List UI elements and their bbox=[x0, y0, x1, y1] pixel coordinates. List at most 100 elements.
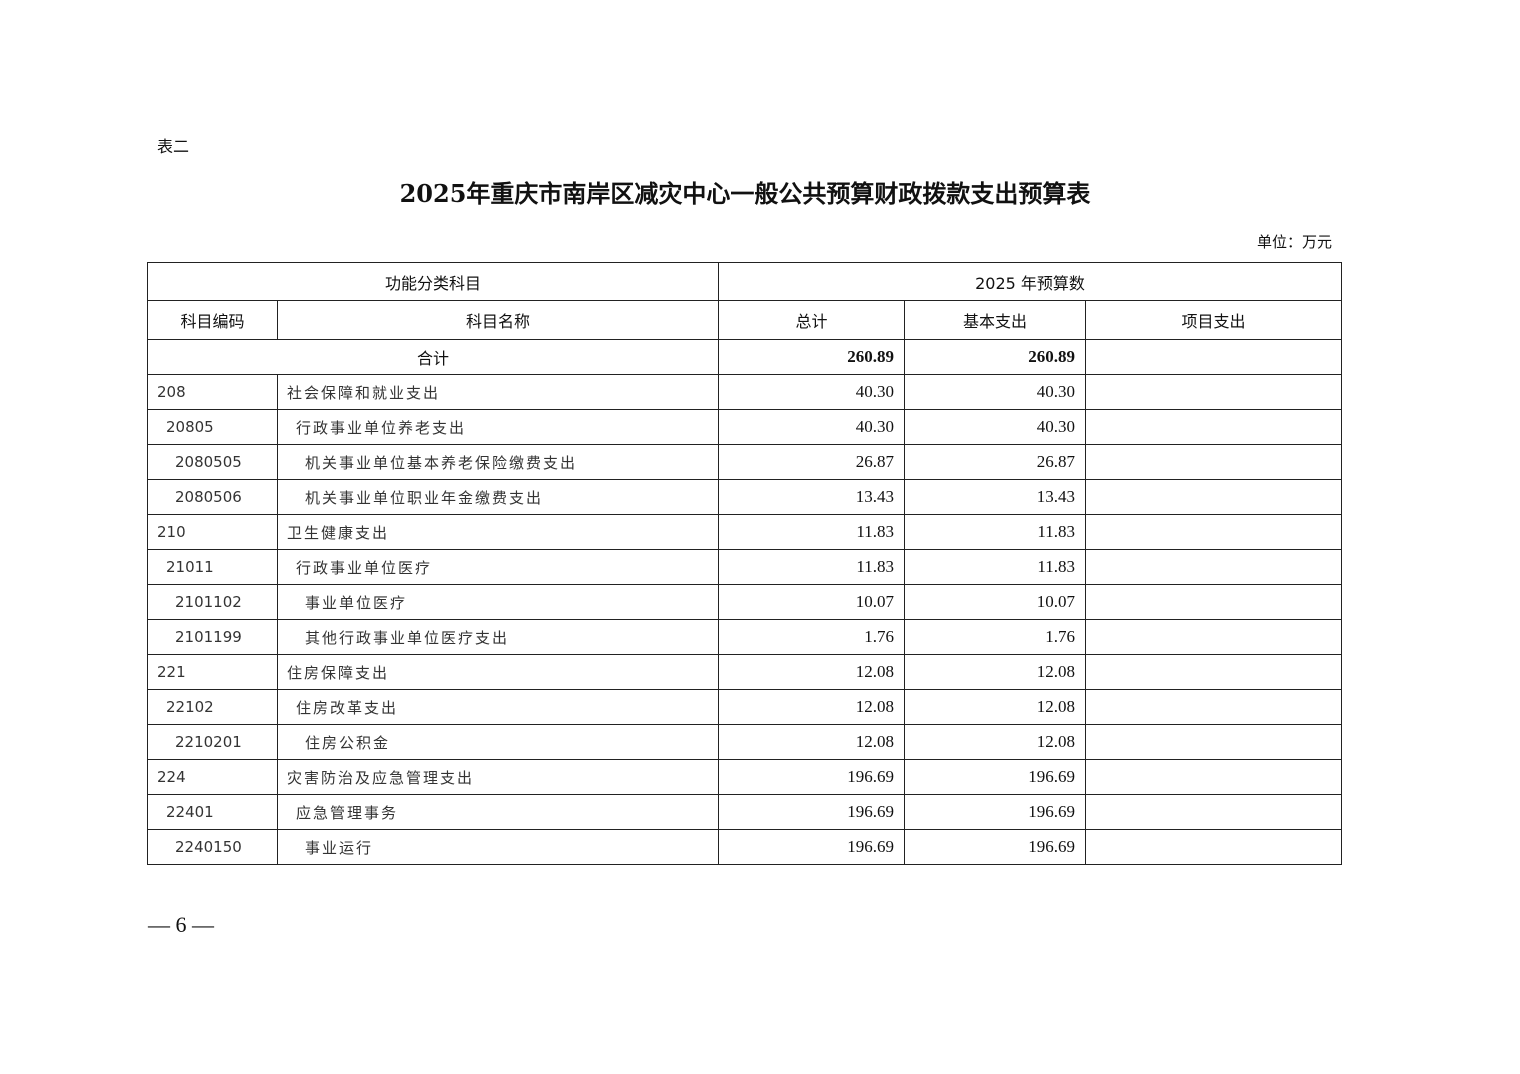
header-total: 总计 bbox=[718, 300, 906, 340]
row-code: 22102 bbox=[147, 689, 278, 725]
row-code: 22401 bbox=[147, 794, 278, 830]
row-basic: 12.08 bbox=[904, 724, 1087, 760]
row-name: 机关事业单位职业年金缴费支出 bbox=[276, 479, 720, 515]
row-project bbox=[1085, 654, 1343, 690]
row-project bbox=[1085, 724, 1343, 760]
header-basic: 基本支出 bbox=[904, 300, 1087, 340]
row-project bbox=[1085, 619, 1343, 655]
row-total: 10.07 bbox=[718, 584, 906, 620]
row-basic: 11.83 bbox=[904, 514, 1087, 550]
row-code: 2210201 bbox=[147, 724, 278, 760]
row-project bbox=[1085, 374, 1343, 410]
row-code: 2240150 bbox=[147, 829, 278, 865]
row-total: 13.43 bbox=[718, 479, 906, 515]
table-row: 2080506 机关事业单位职业年金缴费支出 13.43 13.43 bbox=[147, 479, 1343, 515]
header-code: 科目编码 bbox=[147, 300, 278, 340]
table-row: 22401 应急管理事务 196.69 196.69 bbox=[147, 794, 1343, 830]
row-name: 事业运行 bbox=[276, 829, 720, 865]
row-code: 20805 bbox=[147, 409, 278, 445]
page-number: — 6 — bbox=[148, 912, 214, 937]
row-basic: 196.69 bbox=[904, 794, 1087, 830]
row-project bbox=[1085, 759, 1343, 795]
row-code: 2101102 bbox=[147, 584, 278, 620]
row-project bbox=[1085, 549, 1343, 585]
row-basic: 12.08 bbox=[904, 654, 1087, 690]
row-total: 11.83 bbox=[718, 549, 906, 585]
header-budget-2025: 2025 年预算数 bbox=[718, 262, 1343, 301]
table-label: 表二 bbox=[157, 137, 190, 156]
row-total: 12.08 bbox=[718, 654, 906, 690]
row-name: 事业单位医疗 bbox=[276, 584, 720, 620]
row-code: 2080506 bbox=[147, 479, 278, 515]
row-basic: 196.69 bbox=[904, 829, 1087, 865]
page-title: 2025年重庆市南岸区减灾中心一般公共预算财政拨款支出预算表 bbox=[399, 179, 1091, 208]
table-row: 221 住房保障支出 12.08 12.08 bbox=[147, 654, 1343, 690]
row-total: 196.69 bbox=[718, 829, 906, 865]
row-project bbox=[1085, 794, 1343, 830]
row-basic: 10.07 bbox=[904, 584, 1087, 620]
table-row: 2101102 事业单位医疗 10.07 10.07 bbox=[147, 584, 1343, 620]
table-row: 2240150 事业运行 196.69 196.69 bbox=[147, 829, 1343, 865]
row-code: 221 bbox=[147, 654, 278, 690]
table-row: 20805 行政事业单位养老支出 40.30 40.30 bbox=[147, 409, 1343, 445]
total-label: 合计 bbox=[146, 339, 720, 375]
row-total: 1.76 bbox=[718, 619, 906, 655]
budget-table: 功能分类科目 2025 年预算数 科目编码 科目名称 总计 基本支出 项目支出 … bbox=[146, 262, 1343, 865]
row-basic: 26.87 bbox=[904, 444, 1087, 480]
table-row: 2101199 其他行政事业单位医疗支出 1.76 1.76 bbox=[147, 619, 1343, 655]
total-basic: 260.89 bbox=[904, 339, 1087, 375]
row-name: 应急管理事务 bbox=[276, 794, 720, 830]
row-project bbox=[1085, 444, 1343, 480]
table-row: 210 卫生健康支出 11.83 11.83 bbox=[147, 514, 1343, 550]
unit-label: 单位：万元 bbox=[1256, 233, 1332, 251]
table-row: 21011 行政事业单位医疗 11.83 11.83 bbox=[147, 549, 1343, 585]
row-name: 其他行政事业单位医疗支出 bbox=[276, 619, 720, 655]
row-code: 2080505 bbox=[147, 444, 278, 480]
row-name: 卫生健康支出 bbox=[276, 514, 720, 550]
row-project bbox=[1085, 409, 1343, 445]
row-total: 40.30 bbox=[718, 374, 906, 410]
header-group-row: 功能分类科目 2025 年预算数 bbox=[146, 262, 1343, 301]
row-code: 224 bbox=[147, 759, 278, 795]
row-total: 12.08 bbox=[718, 689, 906, 725]
row-name: 住房公积金 bbox=[276, 724, 720, 760]
table-row: 2210201 住房公积金 12.08 12.08 bbox=[147, 724, 1343, 760]
row-basic: 13.43 bbox=[904, 479, 1087, 515]
row-basic: 40.30 bbox=[904, 374, 1087, 410]
row-name: 住房保障支出 bbox=[276, 654, 720, 690]
row-code: 2101199 bbox=[147, 619, 278, 655]
row-total: 12.08 bbox=[718, 724, 906, 760]
row-basic: 40.30 bbox=[904, 409, 1087, 445]
table-row: 22102 住房改革支出 12.08 12.08 bbox=[147, 689, 1343, 725]
row-name: 灾害防治及应急管理支出 bbox=[276, 759, 720, 795]
row-name: 行政事业单位养老支出 bbox=[276, 409, 720, 445]
row-project bbox=[1085, 584, 1343, 620]
header-function-category: 功能分类科目 bbox=[146, 262, 720, 301]
row-basic: 196.69 bbox=[904, 759, 1087, 795]
row-basic: 12.08 bbox=[904, 689, 1087, 725]
header-name: 科目名称 bbox=[276, 300, 720, 340]
row-project bbox=[1085, 829, 1343, 865]
header-project: 项目支出 bbox=[1085, 300, 1343, 340]
row-code: 21011 bbox=[147, 549, 278, 585]
row-basic: 1.76 bbox=[904, 619, 1087, 655]
row-project bbox=[1085, 514, 1343, 550]
row-total: 11.83 bbox=[718, 514, 906, 550]
row-basic: 11.83 bbox=[904, 549, 1087, 585]
row-code: 210 bbox=[147, 514, 278, 550]
table-row: 224 灾害防治及应急管理支出 196.69 196.69 bbox=[147, 759, 1343, 795]
row-name: 住房改革支出 bbox=[276, 689, 720, 725]
row-code: 208 bbox=[147, 374, 278, 410]
row-name: 社会保障和就业支出 bbox=[276, 374, 720, 410]
table-row: 208 社会保障和就业支出 40.30 40.30 bbox=[147, 374, 1343, 410]
row-name: 行政事业单位医疗 bbox=[276, 549, 720, 585]
total-row: 合计 260.89 260.89 bbox=[146, 339, 1343, 375]
header-row: 科目编码 科目名称 总计 基本支出 项目支出 bbox=[147, 300, 1343, 340]
total-project bbox=[1085, 339, 1343, 375]
row-total: 40.30 bbox=[718, 409, 906, 445]
table-row: 2080505 机关事业单位基本养老保险缴费支出 26.87 26.87 bbox=[147, 444, 1343, 480]
row-total: 196.69 bbox=[718, 759, 906, 795]
row-project bbox=[1085, 689, 1343, 725]
row-project bbox=[1085, 479, 1343, 515]
row-total: 26.87 bbox=[718, 444, 906, 480]
